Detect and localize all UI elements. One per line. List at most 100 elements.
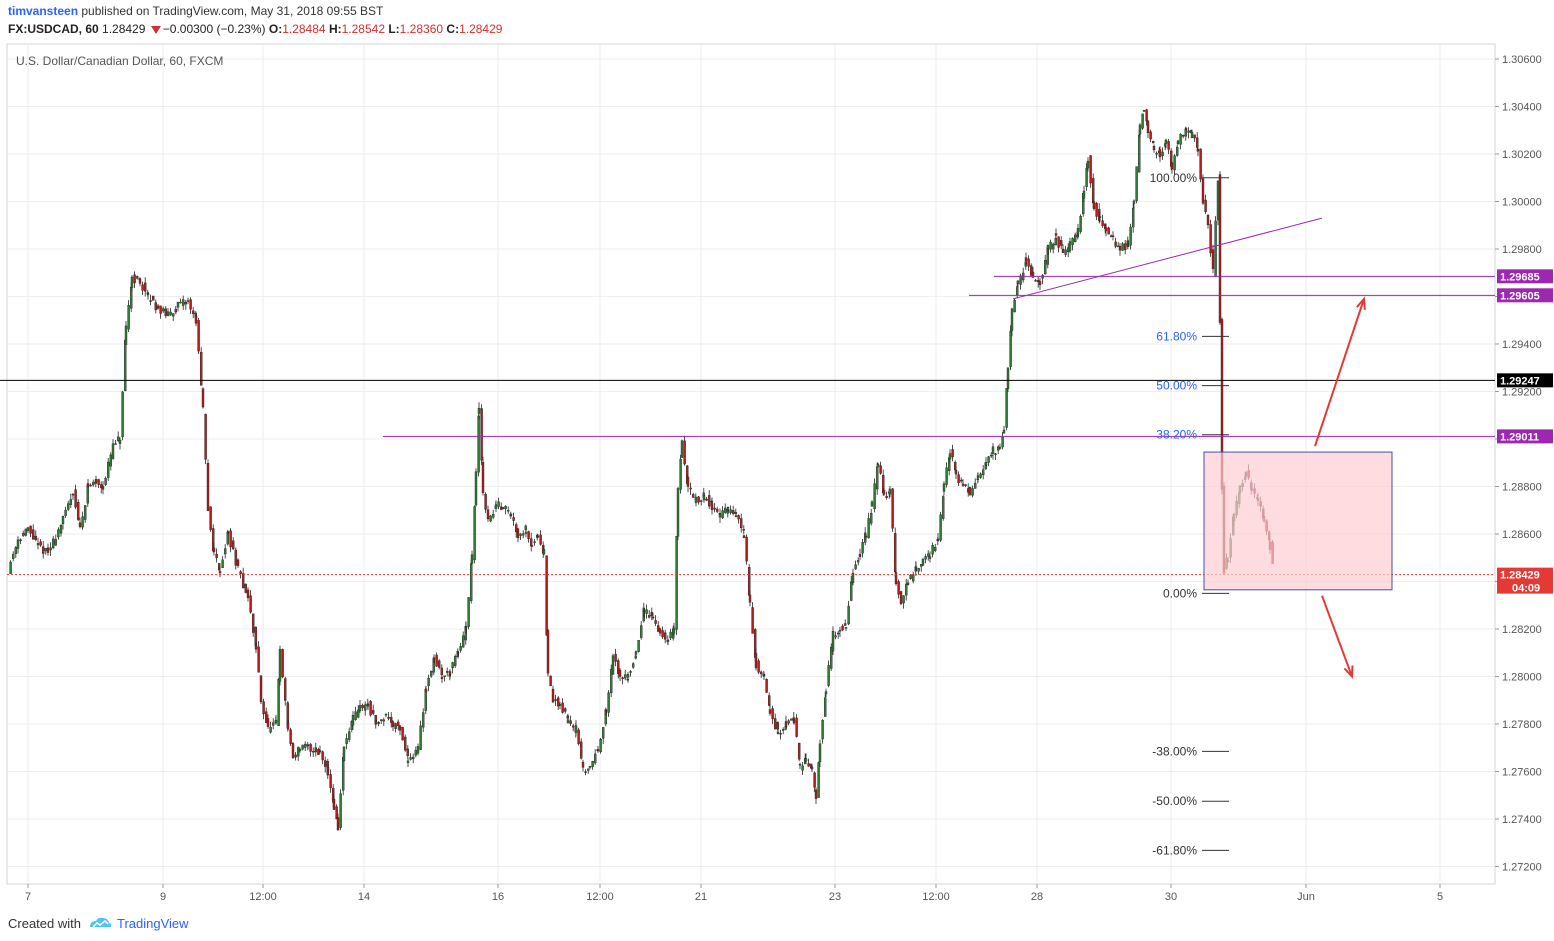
candle-body xyxy=(440,667,443,676)
candle-body xyxy=(566,719,570,724)
candle xyxy=(249,590,252,614)
candle xyxy=(522,530,525,539)
candle xyxy=(380,719,383,725)
candle xyxy=(427,674,430,692)
candle xyxy=(694,496,698,507)
candle xyxy=(1049,239,1052,253)
candle-body xyxy=(782,729,785,731)
y-tick-label: 1.27600 xyxy=(1502,767,1542,779)
candle xyxy=(1010,307,1014,337)
candle-body xyxy=(1131,207,1135,228)
chart-header: timvansteen published on TradingView.com… xyxy=(0,0,1554,44)
tradingview-brand[interactable]: TradingView xyxy=(117,916,189,931)
candle-body xyxy=(640,625,643,638)
x-tick-label: 16 xyxy=(492,891,504,903)
candle xyxy=(551,685,555,704)
candle xyxy=(1137,129,1141,173)
candle-body xyxy=(39,541,42,546)
candle xyxy=(561,698,564,714)
candle xyxy=(906,579,910,586)
candle xyxy=(768,692,771,707)
candle-body xyxy=(390,716,393,723)
candle xyxy=(1041,274,1044,285)
x-axis: 7 9 12:00 14 16 12:00 21 23 12:00 28 30 Jun 5 xyxy=(25,884,1443,903)
candle-body xyxy=(1138,124,1142,135)
candle-body xyxy=(1068,241,1072,251)
candle-body xyxy=(504,505,507,510)
candle-body xyxy=(406,760,410,763)
candle-body xyxy=(530,545,534,547)
candle-body xyxy=(297,747,300,757)
candle xyxy=(1184,127,1188,131)
candle xyxy=(374,720,378,725)
candle-body xyxy=(366,704,370,707)
candle-body xyxy=(32,529,35,540)
candle-body xyxy=(164,308,168,316)
x-tick-label: 12:00 xyxy=(249,891,277,903)
candle xyxy=(928,551,932,563)
candle-body xyxy=(223,548,227,555)
candle xyxy=(851,568,855,586)
candle-body xyxy=(713,507,716,510)
candle xyxy=(76,499,80,521)
candle-body xyxy=(206,463,210,511)
candle xyxy=(335,804,338,820)
candle xyxy=(501,507,505,510)
candle-body xyxy=(19,539,22,541)
candle-body xyxy=(111,443,115,460)
high-label: H: xyxy=(328,22,342,36)
tradingview-logo-icon[interactable] xyxy=(88,915,112,931)
candle-body xyxy=(1038,281,1042,285)
candle-body xyxy=(197,320,200,352)
candle-body xyxy=(584,771,587,773)
chart-title: U.S. Dollar/Canadian Dollar, 60, FXCM xyxy=(16,54,223,68)
candle xyxy=(438,659,441,670)
candle xyxy=(617,658,620,679)
candle-body xyxy=(218,571,222,574)
candle xyxy=(1173,154,1176,175)
candle-body xyxy=(377,722,380,724)
candle xyxy=(542,546,546,556)
candle xyxy=(669,628,672,641)
candle-body xyxy=(1107,227,1110,235)
candle xyxy=(489,514,492,523)
candle xyxy=(1104,224,1108,237)
candle xyxy=(317,747,320,756)
candle xyxy=(651,612,655,620)
candle xyxy=(384,713,388,718)
author-link[interactable]: timvansteen xyxy=(8,4,79,18)
candle xyxy=(987,456,990,467)
symbol-label: FX:USDCAD, 60 xyxy=(8,22,99,36)
candle xyxy=(1101,214,1104,228)
price-chart[interactable]: 1.30600 1.30400 1.30200 1.30000 1.29800 1.296… xyxy=(0,0,1554,910)
candle-body xyxy=(1059,240,1063,246)
candle-body xyxy=(123,340,127,391)
candle-body xyxy=(1073,234,1077,242)
candle-body xyxy=(467,597,470,627)
candle-body xyxy=(768,695,771,706)
candle xyxy=(484,492,487,513)
candle-body xyxy=(724,507,727,513)
candle-body xyxy=(1016,286,1019,296)
candle-body xyxy=(204,413,207,460)
candle-body xyxy=(954,469,958,475)
candle xyxy=(716,506,719,514)
candle xyxy=(599,737,602,754)
candle-body xyxy=(130,276,134,288)
candle-body xyxy=(412,756,415,760)
candle xyxy=(1089,154,1092,188)
candle xyxy=(97,478,100,488)
candle xyxy=(297,746,300,761)
candle-body xyxy=(454,656,457,667)
candle-body xyxy=(1091,178,1095,204)
candle xyxy=(642,608,646,618)
candle-body xyxy=(666,639,670,642)
last-price-label: 1.28429 xyxy=(1500,570,1540,582)
candle-body xyxy=(1046,245,1050,249)
candle-body xyxy=(101,485,105,490)
candle-body xyxy=(492,513,495,518)
candle-body xyxy=(1001,436,1004,448)
candle-body xyxy=(1076,228,1080,235)
candle xyxy=(336,813,340,831)
candle xyxy=(1181,134,1185,139)
